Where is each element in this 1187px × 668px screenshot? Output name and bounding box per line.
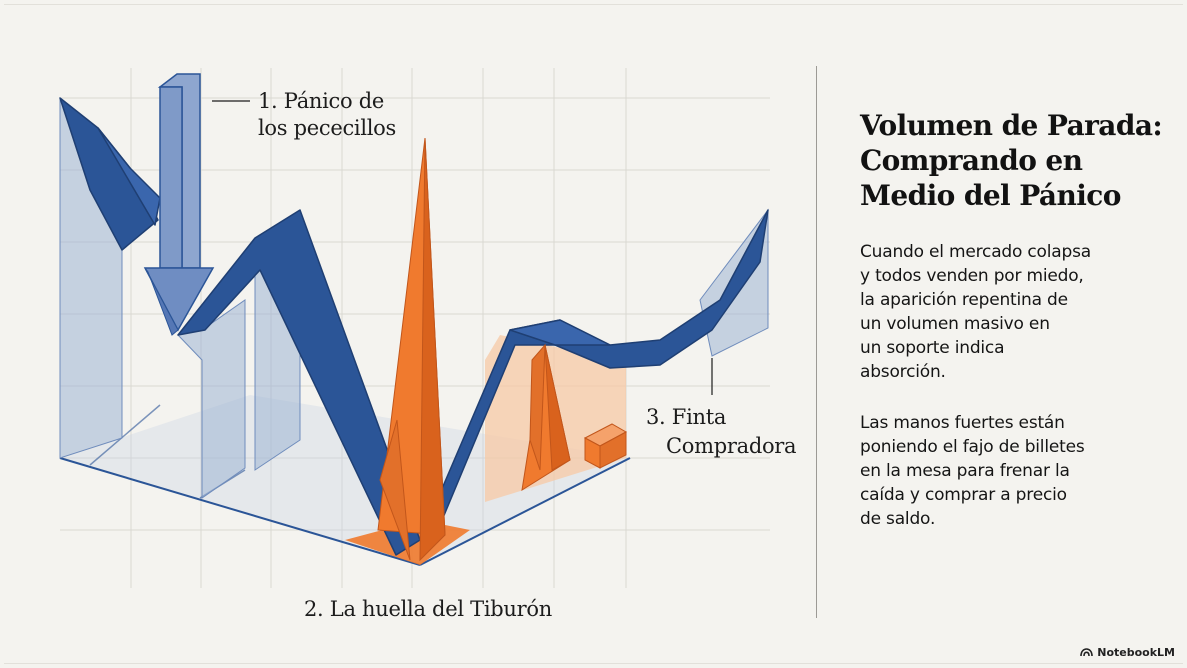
paragraph1-line: absorción. [860, 362, 946, 382]
paragraph1-line: un soporte indica [860, 338, 1005, 358]
panel-title-line2: Comprando en [860, 144, 1083, 177]
panel-title: Volumen de Parada: Comprando en Medio de… [860, 108, 1170, 213]
volume-spike-secondary [521, 343, 571, 492]
panic-label: 1. Pánico de los pececillos [258, 88, 396, 142]
slide-frame [4, 4, 1183, 664]
paragraph1-line: y todos venden por miedo, [860, 266, 1084, 286]
panic-arrow-icon [143, 73, 215, 336]
panel-divider [816, 66, 817, 618]
feint-label: 3. Finta Compradora [643, 403, 797, 461]
notebooklm-brand: NotebookLM [1080, 646, 1175, 659]
notebooklm-logo-icon [1080, 648, 1094, 657]
paragraph2-line: poniendo el fajo de billetes [860, 437, 1085, 457]
paragraph1-line: Cuando el mercado colapsa [860, 242, 1091, 262]
volume-spike-main [377, 137, 446, 562]
panel-title-line3: Medio del Pánico [860, 179, 1121, 212]
paragraph2-line: caída y comprar a precio [860, 485, 1067, 505]
shark-label: 2. La huella del Tiburón [304, 597, 552, 621]
paragraph2-line: de saldo. [860, 509, 936, 529]
panic-label-line2: los pececillos [258, 116, 397, 140]
volume-stop-diagram [59, 68, 770, 588]
paragraph1-line: un volumen masivo en [860, 314, 1050, 334]
panel-paragraph-1: Cuando el mercado colapsa y todos venden… [860, 240, 1170, 384]
feint-label-line2: Compradora [666, 434, 797, 458]
volume-block [583, 423, 628, 469]
paragraph1-line: la aparición repentina de [860, 290, 1068, 310]
paragraph2-line: en la mesa para frenar la [860, 461, 1070, 481]
panel-title-line1: Volumen de Parada: [860, 109, 1163, 142]
brand-name: NotebookLM [1097, 646, 1175, 659]
panel-paragraph-2: Las manos fuertes están poniendo el fajo… [860, 411, 1170, 531]
paragraph2-line: Las manos fuertes están [860, 413, 1065, 433]
feint-label-line1: 3. Finta [646, 405, 727, 429]
panic-label-line1: 1. Pánico de [258, 89, 385, 113]
